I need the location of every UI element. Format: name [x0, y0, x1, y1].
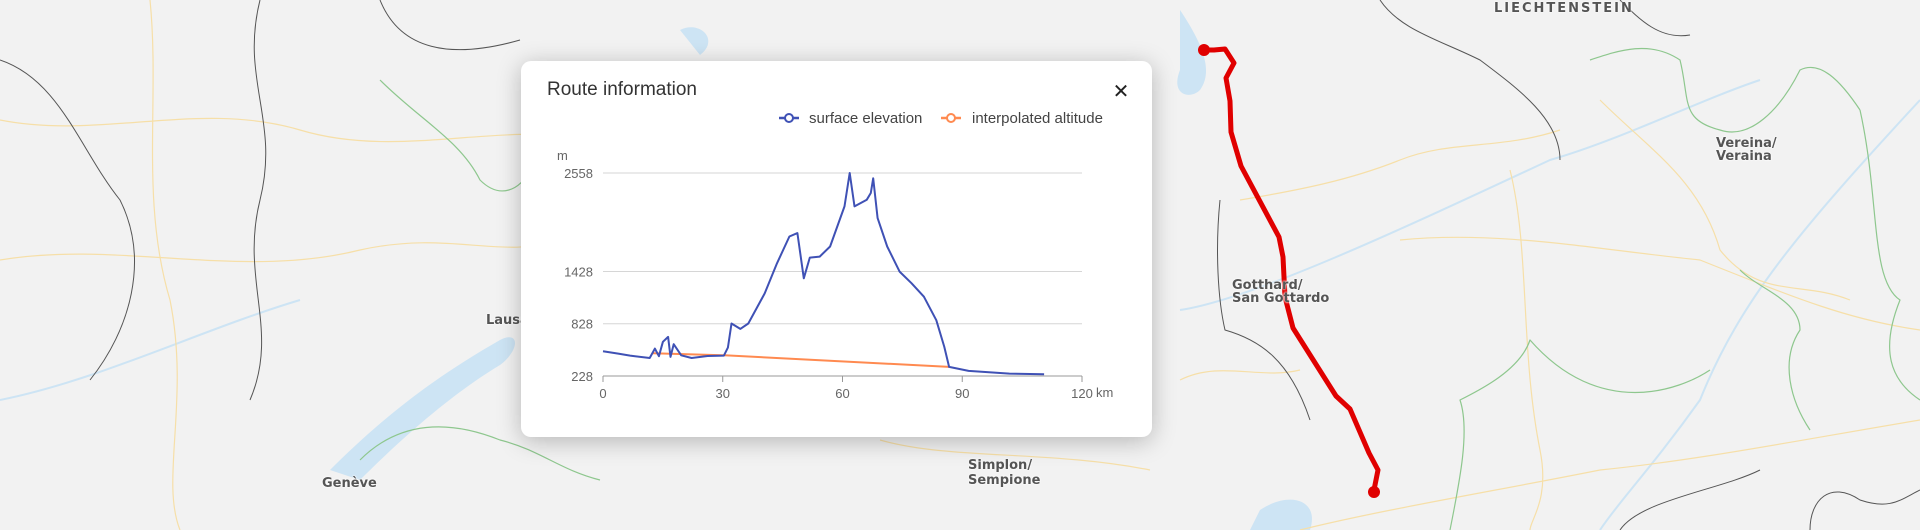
- series-line-surface-elevation[interactable]: [602, 172, 1045, 376]
- close-icon[interactable]: ✕: [1112, 79, 1130, 103]
- x-tick-label: 90: [955, 386, 969, 401]
- route-line[interactable]: [1201, 46, 1381, 493]
- legend-marker-interpolated-altitude-dot: [946, 113, 956, 123]
- map-label-simplon: Simplon/: [968, 458, 1033, 473]
- x-axis-label: km: [1096, 385, 1113, 400]
- y-axis-label: m: [557, 148, 568, 163]
- lake: [1250, 499, 1312, 530]
- y-tick-label: 2558: [564, 166, 593, 181]
- chart-legend[interactable]: surface elevation interpolated altitude: [779, 110, 1103, 127]
- x-tick-label: 0: [599, 386, 606, 401]
- lake-geneva: [330, 337, 515, 480]
- lake: [680, 27, 709, 55]
- route-information-dialog: Route information ✕ 228 828 1428 2558 0 30 60 9…: [521, 61, 1152, 437]
- legend-marker-surface-elevation-dot: [784, 113, 794, 123]
- legend-label-surface-elevation[interactable]: surface elevation: [809, 110, 922, 127]
- dialog-title: Route information: [547, 79, 697, 100]
- y-tick-label: 828: [571, 317, 593, 332]
- map-label-liechtenstein: LIECHTENSTEIN: [1494, 1, 1634, 16]
- y-tick-label: 228: [571, 369, 593, 384]
- x-tick-label: 60: [835, 386, 849, 401]
- map-label-san-gottardo: San Gottardo: [1232, 291, 1330, 306]
- lake: [1177, 10, 1207, 95]
- map-label-sempione: Sempione: [968, 473, 1041, 488]
- map-label-gotthard: Gotthard/: [1232, 278, 1303, 293]
- series-line-interpolated-altitude[interactable]: [652, 352, 950, 368]
- route-start-marker[interactable]: [1198, 44, 1210, 56]
- x-tick-label: 120: [1071, 386, 1093, 401]
- legend-label-interpolated-altitude[interactable]: interpolated altitude: [972, 110, 1103, 127]
- route-end-marker[interactable]: [1368, 486, 1380, 498]
- map-label-vereina: Vereina/: [1716, 136, 1777, 151]
- map-label-geneve: Genève: [322, 476, 377, 491]
- x-tick-label: 30: [716, 386, 730, 401]
- map-label-veraina: Veraina: [1716, 149, 1772, 164]
- y-tick-label: 1428: [564, 264, 593, 279]
- elevation-chart: 228 828 1428 2558 0 30 60 90 120 surface elevati…: [557, 110, 1113, 401]
